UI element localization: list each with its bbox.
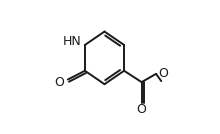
Text: HN: HN (62, 35, 81, 48)
Text: O: O (159, 67, 169, 80)
Text: O: O (137, 103, 147, 116)
Text: O: O (54, 76, 64, 89)
